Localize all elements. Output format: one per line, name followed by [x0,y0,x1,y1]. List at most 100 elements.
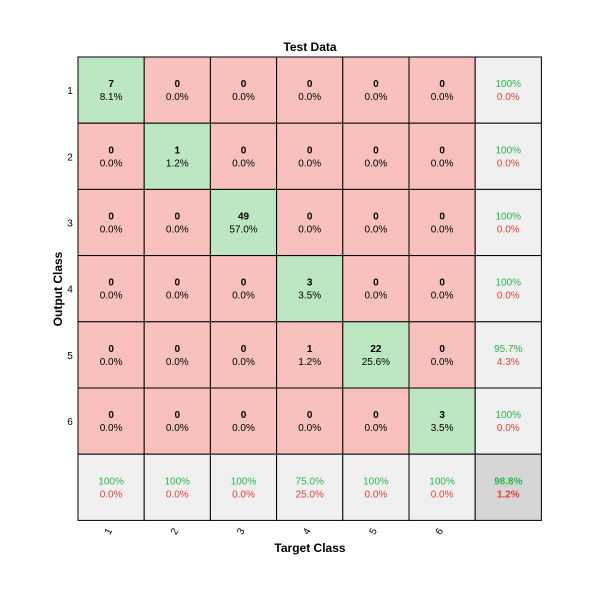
x-tick-label: 3 [235,526,248,537]
matrix-cell-bottom-label: 0.0% [365,291,388,302]
matrix-cell-bottom-label: 0.0% [365,225,388,236]
matrix-cell-bottom-label: 0.0% [166,291,189,302]
col-summary-bottom-label: 25.0% [296,489,324,500]
matrix-cell [408,56,476,124]
matrix-cell-bottom-label: 3.5% [431,423,454,434]
matrix-cell [276,255,344,323]
matrix-cell [143,56,211,124]
matrix-cell-bottom-label: 0.0% [166,225,189,236]
row-summary-bottom-label: 0.0% [497,291,520,302]
col-summary-top-label: 100% [429,476,455,487]
x-tick-label: 1 [103,526,116,537]
matrix-cell-bottom-label: 0.0% [100,158,123,169]
matrix-cell [209,188,278,257]
col-summary-top-label: 75.0% [296,476,324,487]
col-summary-top-label: 100% [363,476,389,487]
matrix-cell [143,255,211,323]
matrix-cell [143,188,211,257]
matrix-cell-bottom-label: 0.0% [232,357,255,368]
matrix-cell-top-label: 0 [108,145,114,156]
col-summary-cell [276,453,344,521]
matrix-cell-bottom-label: 0.0% [365,92,388,103]
matrix-cell-top-label: 0 [439,212,445,223]
matrix-cell [209,387,278,455]
matrix-cell-bottom-label: 0.0% [298,423,321,434]
matrix-cell-bottom-label: 57.0% [229,225,257,236]
matrix-cell [143,321,211,389]
x-tick-label: 2 [169,526,182,537]
matrix-cell-top-label: 0 [307,410,313,421]
matrix-cell-bottom-label: 0.0% [100,423,123,434]
matrix-cell-top-label: 22 [370,344,382,355]
matrix-cell-bottom-label: 0.0% [298,158,321,169]
col-summary-cell [209,453,278,521]
col-summary-cell [342,453,410,521]
row-summary-bottom-label: 4.3% [497,357,520,368]
matrix-cell-bottom-label: 25.6% [362,357,390,368]
matrix-cell [276,188,344,257]
row-summary-top-label: 95.7% [494,344,522,355]
matrix-cell-bottom-label: 0.0% [365,158,388,169]
matrix-cell-top-label: 1 [307,344,313,355]
col-summary-top-label: 100% [165,476,191,487]
matrix-cell-top-label: 0 [108,344,114,355]
col-summary-bottom-label: 0.0% [431,489,454,500]
matrix-cell-top-label: 0 [241,278,247,289]
matrix-cell [342,255,410,323]
matrix-cell-top-label: 0 [175,79,181,90]
matrix-cell-bottom-label: 0.0% [232,291,255,302]
x-tick-label: 6 [434,526,447,537]
matrix-cell-top-label: 0 [175,410,181,421]
matrix-cell [276,321,344,389]
matrix-cell-top-label: 0 [373,212,379,223]
row-summary-top-label: 100% [496,79,522,90]
matrix-cell-top-label: 0 [439,344,445,355]
overall-top-label: 98.8% [494,476,522,487]
col-summary-top-label: 100% [231,476,257,487]
matrix-cell-top-label: 0 [373,278,379,289]
col-summary-bottom-label: 0.0% [100,489,123,500]
matrix-cell-bottom-label: 0.0% [166,357,189,368]
matrix-cell-bottom-label: 0.0% [232,423,255,434]
matrix-cell-top-label: 0 [108,212,114,223]
row-summary-bottom-label: 0.0% [497,225,520,236]
matrix-cell-bottom-label: 0.0% [232,158,255,169]
matrix-cell [276,387,344,455]
col-summary-bottom-label: 0.0% [232,489,255,500]
matrix-cell-top-label: 0 [307,79,313,90]
col-summary-bottom-label: 0.0% [365,489,388,500]
row-summary-bottom-label: 0.0% [497,423,520,434]
col-summary-cell [408,453,476,521]
y-tick-label: 4 [67,285,73,296]
matrix-cell-bottom-label: 0.0% [166,92,189,103]
matrix-cell-bottom-label: 0.0% [100,225,123,236]
matrix-cell-bottom-label: 0.0% [431,92,454,103]
matrix-cell-top-label: 0 [439,278,445,289]
y-tick-label: 3 [67,219,73,230]
matrix-cell [408,255,476,323]
matrix-cell-bottom-label: 0.0% [431,225,454,236]
matrix-cell-top-label: 3 [439,410,445,421]
matrix-cell [209,321,278,389]
matrix-cell-top-label: 0 [373,79,379,90]
col-summary-bottom-label: 0.0% [166,489,189,500]
matrix-cell-bottom-label: 0.0% [100,357,123,368]
matrix-cell [143,122,211,190]
matrix-cell [408,188,476,257]
row-summary-top-label: 100% [496,410,522,421]
matrix-cell-bottom-label: 0.0% [100,291,123,302]
matrix-cell-bottom-label: 3.5% [298,291,321,302]
matrix-cell [342,321,410,389]
matrix-cell-top-label: 0 [307,145,313,156]
matrix-cell-bottom-label: 0.0% [232,92,255,103]
matrix-cell [276,122,344,190]
x-tick-label: 5 [368,526,381,537]
row-summary-bottom-label: 0.0% [497,92,520,103]
row-summary-top-label: 100% [496,212,522,223]
matrix-cell-top-label: 0 [241,344,247,355]
matrix-cell-top-label: 0 [439,145,445,156]
row-summary-cell [474,56,542,124]
matrix-cell-bottom-label: 0.0% [166,423,189,434]
matrix-cell-top-label: 0 [175,344,181,355]
